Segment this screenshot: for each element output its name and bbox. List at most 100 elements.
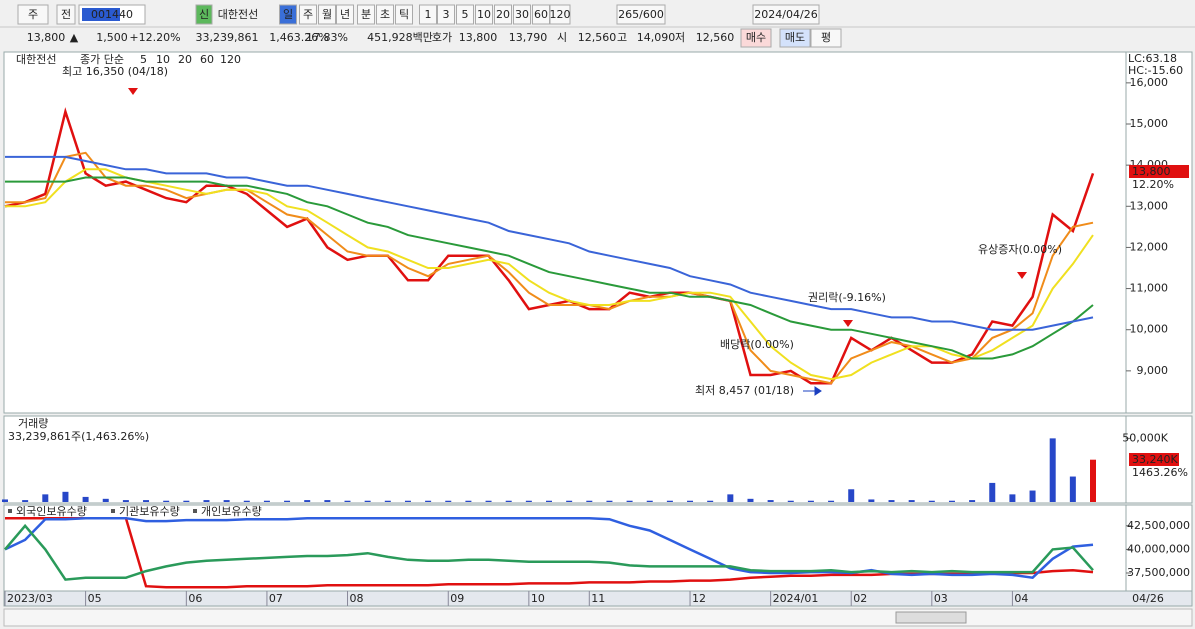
toolbar-item[interactable]: 일 (283, 7, 293, 21)
volume-bar (384, 500, 391, 502)
legend-swatch (111, 509, 115, 513)
quote-item: 12,560 (696, 31, 735, 44)
price-panel (3, 51, 1127, 414)
toolbar-item[interactable]: 001440 (91, 8, 133, 21)
annotation: 배당락(0.00%) (720, 338, 794, 351)
quote-item[interactable]: 매도 (785, 31, 805, 44)
toolbar-button[interactable] (456, 4, 474, 25)
volume-bar (183, 500, 190, 502)
y-tick-label: 10,000 (1130, 323, 1169, 336)
volume-bar (626, 500, 633, 502)
toolbar-item[interactable]: 60 (534, 8, 548, 21)
toolbar-item[interactable]: 주 (28, 8, 38, 21)
x-tick-label: 05 (88, 592, 102, 605)
toolbar-button[interactable] (17, 4, 49, 25)
x-tick-label: 02 (853, 592, 867, 605)
volume-bar (807, 500, 814, 502)
y-tick-label: 13,000 (1130, 199, 1169, 212)
axis-label: HC:-15.60 (1128, 64, 1183, 77)
toolbar-button[interactable] (437, 4, 455, 25)
quote-button[interactable] (779, 28, 811, 48)
toolbar-item[interactable]: 2024/04/26 (754, 8, 817, 21)
volume-bar (546, 500, 552, 502)
volume-bar (445, 500, 452, 502)
last-tag-bg (1129, 453, 1179, 466)
x-tick-label: 08 (350, 592, 364, 605)
series-line (5, 168, 1094, 381)
toolbar-item[interactable]: 10 (477, 8, 491, 21)
volume-bar (1090, 459, 1096, 502)
toolbar-button[interactable] (616, 4, 666, 25)
toolbar-button[interactable] (513, 4, 531, 25)
toolbar-button[interactable] (56, 4, 76, 25)
volume-bar (969, 500, 976, 502)
scrollbar[interactable] (3, 608, 1193, 627)
quote-item[interactable]: 매수 (746, 31, 766, 44)
quote-button[interactable] (810, 28, 842, 48)
legend-entry: 5 (140, 53, 147, 66)
volume-bar (122, 500, 129, 502)
toolbar-item[interactable]: 전 (61, 8, 71, 21)
quote-item[interactable]: 평 (821, 31, 831, 44)
toolbar-button[interactable] (752, 4, 820, 25)
toolbar-button[interactable] (318, 4, 336, 25)
last-tag-rate: 12.20% (1132, 178, 1174, 191)
event-marker (128, 88, 138, 95)
x-tick-label: 04 (1014, 592, 1028, 605)
volume-bar (787, 500, 794, 502)
toolbar-button[interactable] (494, 4, 512, 25)
legend-title: 종가 단순 (80, 53, 124, 66)
toolbar-button[interactable] (299, 4, 317, 25)
toolbar-item[interactable]: 년 (340, 8, 350, 21)
toolbar-button[interactable] (195, 4, 213, 25)
toolbar-item[interactable]: 120 (550, 8, 571, 21)
toolbar-item[interactable]: 1 (425, 8, 432, 21)
toolbar-button[interactable] (395, 4, 413, 25)
last-tag-rate: 1463.26% (1132, 466, 1188, 479)
toolbar-item[interactable]: 20 (496, 8, 510, 21)
toolbar-item[interactable]: 틱 (399, 8, 409, 21)
toolbar-button[interactable] (475, 4, 493, 25)
toolbar-button[interactable] (279, 4, 297, 25)
quote-button[interactable] (740, 28, 772, 48)
volume-bar (566, 500, 573, 502)
x-tick-label: 10 (531, 592, 545, 605)
quote-item: 호가 (432, 31, 452, 44)
volume-bar (1049, 438, 1056, 502)
toolbar-item[interactable]: 3 (443, 8, 450, 21)
scroll-thumb[interactable] (895, 611, 967, 624)
volume-bar (666, 500, 673, 502)
legend-entry: 외국인보유수량 (16, 505, 87, 518)
volume-bar (324, 500, 331, 502)
toolbar-button[interactable] (357, 4, 375, 25)
toolbar-item[interactable]: 주 (303, 8, 313, 21)
volume-bar (525, 500, 532, 502)
volume-bar (243, 500, 250, 502)
legend-entry: 120 (220, 53, 241, 66)
x-tick-label: 06 (188, 592, 202, 605)
x-tick-label: 11 (591, 592, 605, 605)
volume-bar (1029, 490, 1036, 502)
y-tick-label: 42,500,000 (1127, 519, 1190, 532)
quote-item: 13,790 (509, 31, 548, 44)
toolbar-item[interactable]: 초 (380, 8, 390, 21)
volume-bar (2, 499, 8, 502)
series-line (4, 516, 1094, 580)
toolbar-item[interactable]: 30 (515, 8, 529, 21)
x-tick-label: 12 (692, 592, 706, 605)
toolbar-item[interactable]: 월 (322, 8, 332, 21)
toolbar-button[interactable] (549, 4, 571, 25)
y-tick-label: 15,000 (1130, 117, 1169, 130)
y-tick-label: 11,000 (1130, 282, 1169, 295)
toolbar-item[interactable]: 신 (199, 8, 209, 21)
toolbar-button[interactable] (419, 4, 437, 25)
volume-bar (1009, 494, 1016, 502)
toolbar-item[interactable]: 분 (361, 8, 371, 21)
toolbar-item[interactable]: 5 (462, 8, 469, 21)
quote-item: 1,463.26% (269, 31, 328, 44)
legend-entry: 개인보유수량 (201, 505, 262, 518)
toolbar-button[interactable] (336, 4, 354, 25)
toolbar-button[interactable] (376, 4, 394, 25)
toolbar-item[interactable]: 265/600 (618, 8, 664, 21)
